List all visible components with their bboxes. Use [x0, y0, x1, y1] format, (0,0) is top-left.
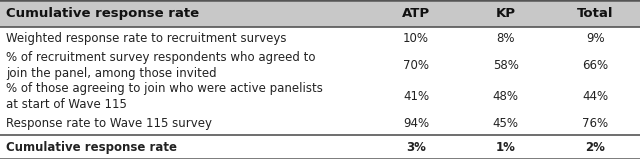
Bar [0, 27, 640, 51]
Text: 8%: 8% [497, 32, 515, 45]
Text: 44%: 44% [582, 90, 608, 103]
Text: 10%: 10% [403, 32, 429, 45]
Bar [0, 135, 640, 159]
Text: Cumulative response rate: Cumulative response rate [6, 7, 200, 20]
Text: 2%: 2% [585, 141, 605, 154]
Bar [0, 81, 640, 112]
Text: ATP: ATP [402, 7, 430, 20]
Text: 76%: 76% [582, 117, 608, 130]
Bar [0, 51, 640, 81]
Text: 1%: 1% [495, 141, 516, 154]
Text: 9%: 9% [586, 32, 605, 45]
Bar [0, 112, 640, 135]
Text: % of those agreeing to join who were active panelists
at start of Wave 115: % of those agreeing to join who were act… [6, 82, 323, 111]
Text: 3%: 3% [406, 141, 426, 154]
Text: Response rate to Wave 115 survey: Response rate to Wave 115 survey [6, 117, 212, 130]
Text: 45%: 45% [493, 117, 518, 130]
Text: Weighted response rate to recruitment surveys: Weighted response rate to recruitment su… [6, 32, 287, 45]
Text: Total: Total [577, 7, 614, 20]
Text: KP: KP [495, 7, 516, 20]
Text: Cumulative response rate: Cumulative response rate [6, 141, 177, 154]
Text: 66%: 66% [582, 59, 608, 73]
Bar [0, 0, 640, 27]
Text: 70%: 70% [403, 59, 429, 73]
Text: 48%: 48% [493, 90, 518, 103]
Text: 94%: 94% [403, 117, 429, 130]
Text: 41%: 41% [403, 90, 429, 103]
Text: % of recruitment survey respondents who agreed to
join the panel, among those in: % of recruitment survey respondents who … [6, 52, 316, 80]
Text: 58%: 58% [493, 59, 518, 73]
